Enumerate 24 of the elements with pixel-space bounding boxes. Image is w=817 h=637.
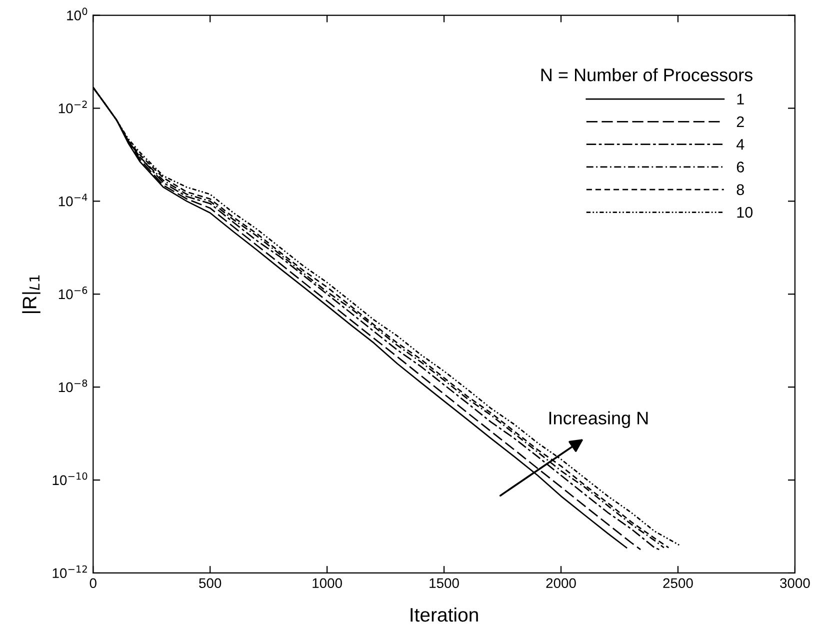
text: 10 bbox=[737, 206, 753, 218]
y-tick-label: 10$^{−6}$ bbox=[58, 286, 88, 300]
text: 2 bbox=[736, 116, 744, 128]
y-axis-title: |R|$_{L1}$ bbox=[22, 275, 40, 314]
x-tick-label: 500 bbox=[199, 578, 222, 588]
text: 8 bbox=[736, 184, 744, 196]
x-tick-label: 0 bbox=[90, 578, 96, 588]
x-axis-title: Iteration bbox=[410, 607, 478, 622]
text: 4 bbox=[736, 139, 744, 150]
y-tick-label: 10$^{−4}$ bbox=[58, 194, 88, 206]
x-tick-label: 1500 bbox=[430, 578, 459, 588]
x-tick-label: 1000 bbox=[312, 578, 342, 588]
y-tick-label: 10$^{−8}$ bbox=[58, 379, 88, 392]
x-tick-label: 3000 bbox=[780, 578, 810, 588]
x-tick-label: 2000 bbox=[546, 578, 576, 588]
legend-title: N = Number of Processors bbox=[541, 68, 752, 82]
x-tick-label: 2500 bbox=[663, 578, 693, 588]
y-tick-label: 10$^{−12}$ bbox=[52, 565, 87, 578]
text: 6 bbox=[736, 162, 744, 172]
y-tick-label: 10$^{−10}$ bbox=[52, 472, 88, 486]
text: 1 bbox=[737, 94, 744, 104]
y-tick-label: 10$^{−2}$ bbox=[58, 100, 87, 114]
y-tick-label: 10$^{0}$ bbox=[67, 8, 88, 20]
annotation: Increasing N bbox=[549, 411, 648, 428]
